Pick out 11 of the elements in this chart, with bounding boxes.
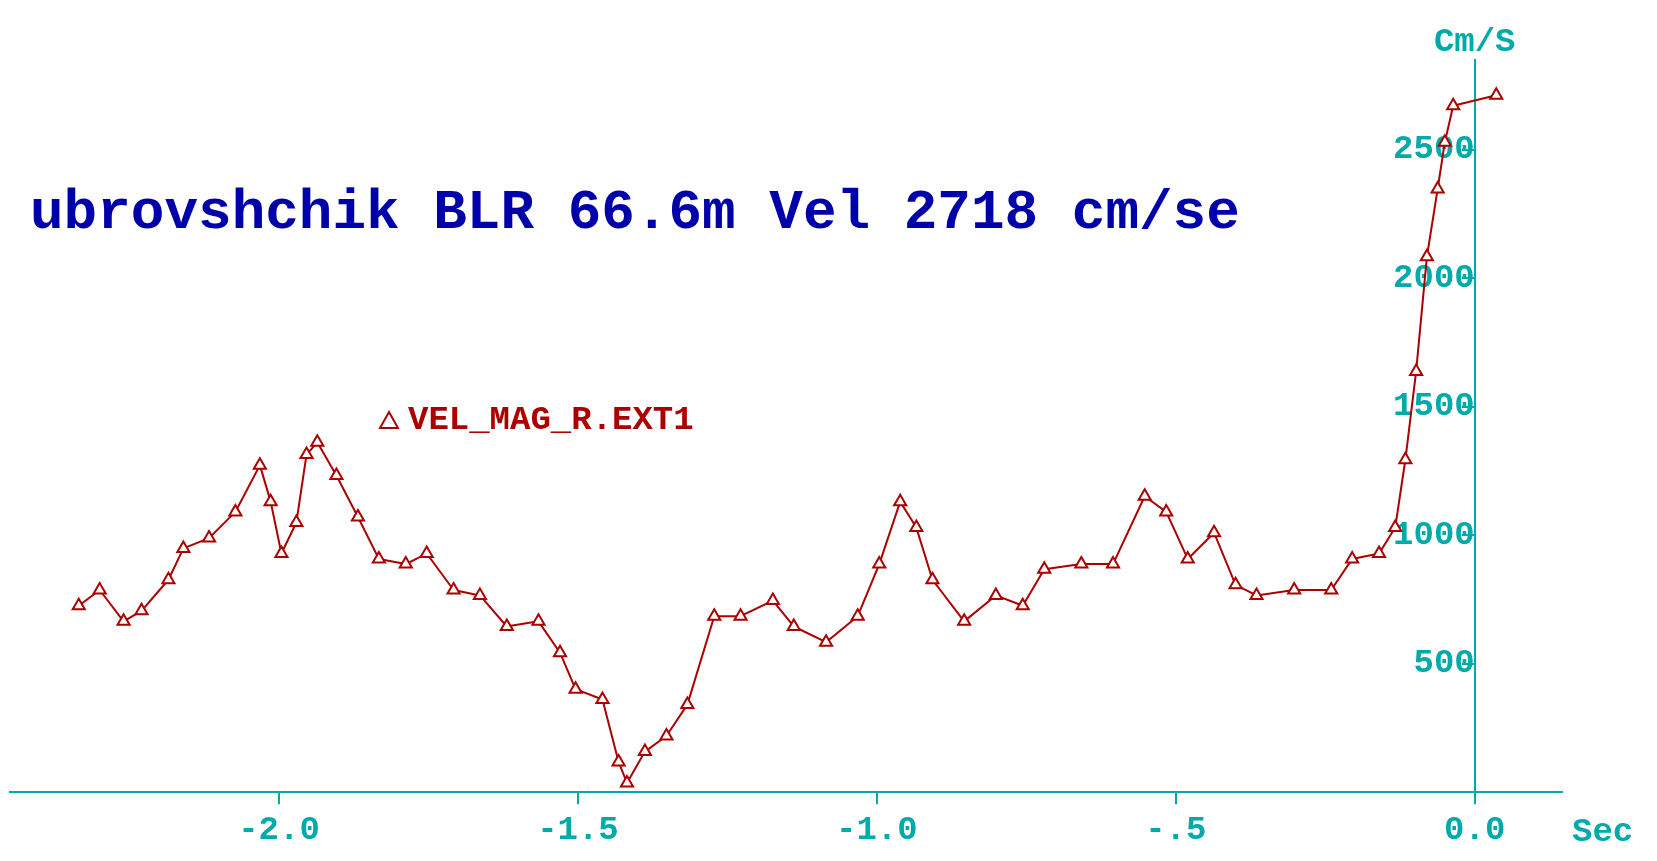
legend-label: VEL_MAG_R.EXT1 (408, 400, 694, 439)
y-axis-title: Cm/S (1433, 22, 1516, 61)
x-tick-label: -1.5 (537, 811, 619, 850)
y-tick-label: 500 (1413, 644, 1475, 683)
x-tick-label: -.5 (1145, 811, 1207, 850)
x-axis-title: Sec (1572, 812, 1634, 851)
text: ubrovshchik BLR 66.6m Vel 2718 cm/se (30, 181, 1240, 246)
y-tick-label: 1000 (1393, 515, 1475, 554)
x-tick-label: -1.0 (836, 811, 918, 850)
x-tick-label: 0.0 (1444, 811, 1506, 850)
x-tick-label: -2.0 (238, 811, 320, 850)
